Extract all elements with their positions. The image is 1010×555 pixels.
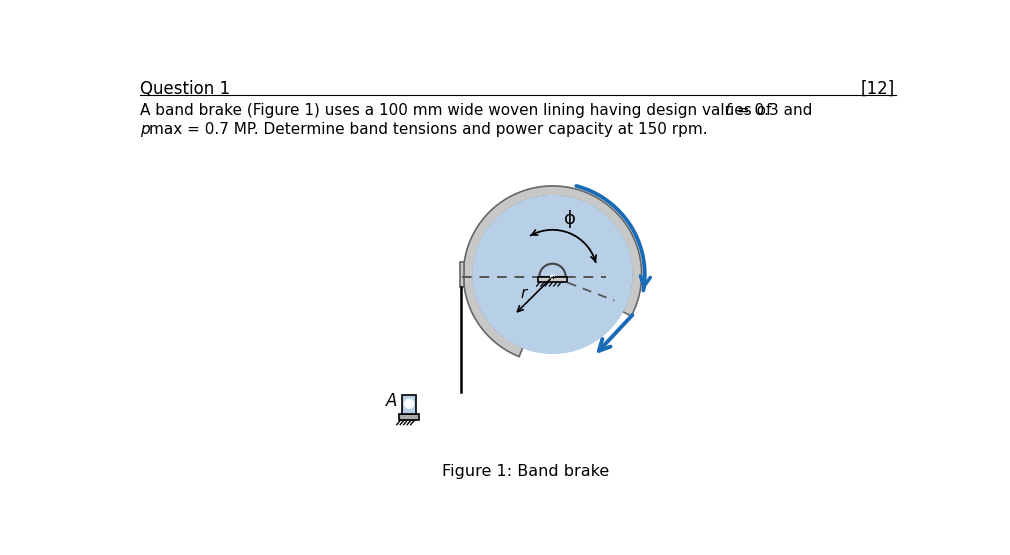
Text: A band brake (Figure 1) uses a 100 mm wide woven lining having design values of: A band brake (Figure 1) uses a 100 mm wi… [140,103,777,118]
Text: f: f [724,103,730,118]
Bar [537,277,568,282]
Text: Figure 1: Band brake: Figure 1: Band brake [441,463,609,478]
Polygon shape [460,262,465,287]
Circle shape [405,400,413,408]
Polygon shape [464,186,641,357]
Text: ϕ: ϕ [564,210,576,229]
Text: A: A [387,392,398,410]
Text: = 0.3 and: = 0.3 and [731,103,812,118]
Text: Question 1: Question 1 [140,80,230,98]
Text: p: p [140,122,149,137]
Circle shape [550,275,554,279]
Text: max = 0.7 MP. Determine band tensions and power capacity at 150 rpm.: max = 0.7 MP. Determine band tensions an… [148,122,707,137]
Bar [402,395,416,414]
Text: r: r [521,286,527,301]
Text: [12]: [12] [861,80,895,98]
Bar [399,414,419,420]
Circle shape [474,196,631,353]
